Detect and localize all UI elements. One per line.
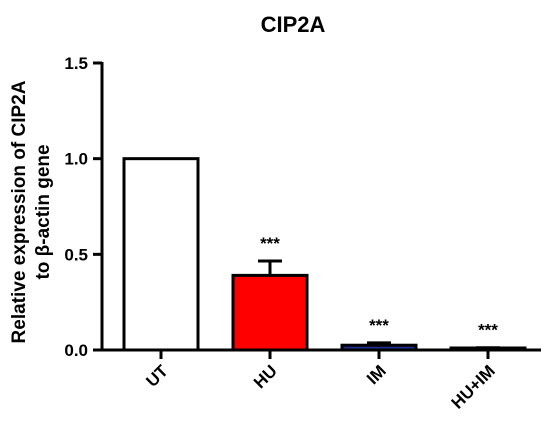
y-axis-label-line-2: to β-actin gene	[33, 144, 54, 279]
x-tick-label: UT	[142, 361, 172, 391]
significance-label: ***	[478, 321, 498, 340]
y-tick-label: 0.5	[64, 245, 88, 264]
y-axis-label-line-1: Relative expression of CIP2A	[9, 80, 30, 343]
bar-hu	[231, 273, 309, 352]
x-tick-label: HU	[250, 361, 281, 392]
y-tick-label: 1.5	[64, 54, 88, 73]
y-axis-label: Relative expression of CIP2A to β-actin …	[9, 80, 54, 343]
x-tick-label: IM	[363, 361, 390, 388]
y-tick-label: 1.0	[64, 150, 88, 169]
bar-im	[340, 343, 418, 352]
significance-label: ***	[369, 316, 389, 335]
significance-label: ***	[260, 234, 280, 253]
x-tick-label: HU+IM	[448, 361, 499, 412]
bar-ut	[122, 157, 200, 352]
y-tick-label: 0.0	[64, 341, 88, 360]
bar-hu-im	[449, 346, 527, 352]
plot-area: 0.0 0.5 1.0 1.5 UT *** HU *** IM *** HU+IM	[64, 54, 541, 413]
chart-title: CIP2A	[261, 12, 326, 37]
